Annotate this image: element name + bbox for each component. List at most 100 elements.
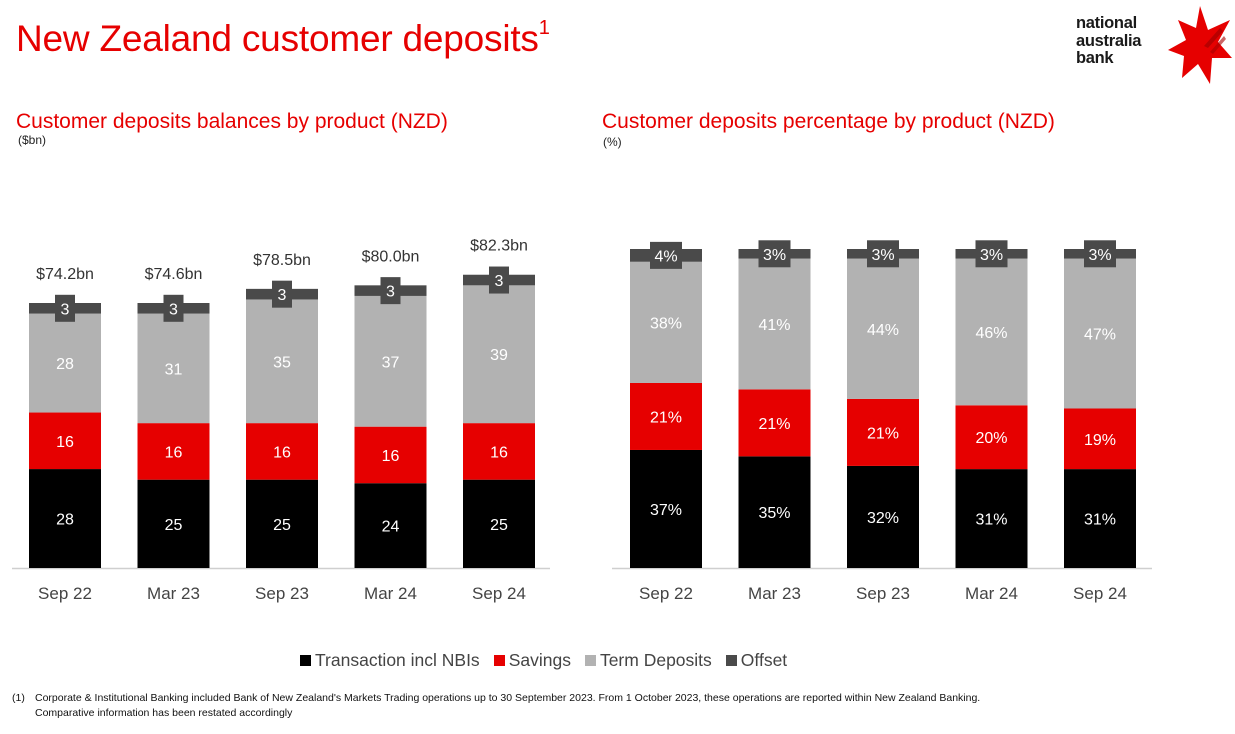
left-chart-title: Customer deposits balances by product (N… — [16, 110, 448, 133]
data-label-offset: 3% — [871, 247, 894, 264]
left-chart-balances: 28 16 28 3 $74.2bn Sep 22 25 16 31 3 $74.6bn Mar 23… — [12, 238, 550, 603]
legend-swatch-term-deposits — [584, 655, 596, 666]
data-label-savings: 21% — [650, 409, 682, 426]
bar-group-mar-23: 35% 21% 41% 3% Mar 23 — [738, 240, 811, 603]
legend-item-transaction: Transaction incl NBIs — [300, 650, 480, 671]
data-label-savings: 20% — [975, 430, 1007, 447]
left-chart-unit: ($bn) — [18, 133, 47, 147]
bar-segment-transaction-incl-nbis — [630, 449, 702, 568]
x-tick-label: Mar 23 — [748, 584, 801, 603]
data-label-transaction-incl-nbis: 35% — [758, 505, 790, 522]
logo-text: national australia bank — [1076, 14, 1142, 68]
legend-swatch-savings — [493, 655, 505, 666]
bar-segment-savings — [354, 426, 427, 484]
x-tick-label: Mar 23 — [147, 584, 200, 603]
data-label-transaction-incl-nbis: 31% — [1084, 512, 1116, 529]
bar-group-sep-24: 25 16 39 3 $82.3bn Sep 24 — [463, 238, 535, 603]
x-tick-label: Sep 24 — [1073, 584, 1127, 603]
data-label-transaction-incl-nbis: 37% — [650, 502, 682, 519]
bar-segment-term-deposits — [354, 295, 427, 427]
data-label-offset: 3 — [61, 301, 70, 318]
x-tick-label: Sep 24 — [472, 584, 526, 603]
data-label-savings: 16 — [273, 444, 291, 461]
x-tick-label: Sep 22 — [639, 584, 693, 603]
bar-group-mar-24: 24 16 37 3 $80.0bn Mar 24 — [354, 248, 427, 603]
legend-label-savings: Savings — [508, 650, 571, 670]
data-label-transaction-incl-nbis: 32% — [867, 510, 899, 527]
bar-segment-term-deposits — [955, 258, 1028, 406]
bar-segment-term-deposits — [29, 313, 101, 413]
bar-group-mar-23: 25 16 31 3 $74.6bn Mar 23 — [137, 266, 210, 603]
title-footnote-marker: 1 — [538, 16, 550, 39]
bar-segment-term-deposits — [1064, 258, 1136, 409]
data-label-savings: 21% — [867, 425, 899, 442]
data-label-term-deposits: 28 — [56, 356, 74, 373]
total-label: $82.3bn — [470, 238, 528, 255]
bar-segment-term-deposits — [137, 313, 210, 424]
data-label-savings: 16 — [490, 444, 508, 461]
offset-label-box — [55, 294, 75, 322]
bar-segment-transaction-incl-nbis — [463, 479, 535, 568]
data-label-offset: 3% — [763, 247, 786, 264]
data-label-term-deposits: 46% — [975, 325, 1007, 342]
right-chart-title: Customer deposits percentage by product … — [602, 110, 1055, 133]
data-label-offset: 3 — [386, 284, 395, 301]
offset-label-box — [867, 240, 899, 268]
data-label-transaction-incl-nbis: 25 — [273, 517, 291, 534]
data-label-savings: 16 — [382, 448, 400, 465]
bar-segment-term-deposits — [463, 285, 535, 424]
data-label-term-deposits: 47% — [1084, 327, 1116, 344]
offset-label-box — [163, 294, 184, 322]
offset-label-box — [975, 240, 1008, 268]
bar-segment-transaction-incl-nbis — [738, 456, 811, 568]
bar-segment-term-deposits — [246, 299, 318, 424]
data-label-term-deposits: 44% — [867, 322, 899, 339]
data-label-transaction-incl-nbis: 24 — [382, 519, 400, 536]
data-label-transaction-incl-nbis: 28 — [56, 512, 74, 529]
bar-segment-savings — [29, 412, 101, 470]
data-label-term-deposits: 35 — [273, 354, 291, 371]
legend: Transaction incl NBIs Savings Term Depos… — [300, 650, 787, 671]
footnote-line-1: Corporate & Institutional Banking includ… — [35, 692, 981, 704]
right-chart-unit: (%) — [603, 135, 622, 149]
bar-segment-savings — [738, 389, 811, 457]
bar-group-sep-23: 25 16 35 3 $78.5bn Sep 23 — [246, 252, 318, 603]
total-label: $74.2bn — [36, 266, 94, 283]
bar-segment-term-deposits — [738, 258, 811, 390]
bar-segment-savings — [1064, 408, 1136, 470]
data-label-offset: 4% — [654, 248, 677, 265]
footnote-marker: (1) — [12, 692, 25, 704]
legend-label-term-deposits: Term Deposits — [599, 650, 712, 670]
footnote-text: Corporate & Institutional Banking includ… — [35, 691, 980, 721]
nab-star-icon — [1168, 6, 1232, 84]
logo-line-australia: australia — [1076, 31, 1142, 50]
x-tick-label: Sep 23 — [255, 584, 309, 603]
bar-segment-transaction-incl-nbis — [1064, 469, 1136, 568]
footnote: (1) Corporate & Institutional Banking in… — [12, 691, 980, 721]
data-label-term-deposits: 39 — [490, 347, 508, 364]
data-label-offset: 3 — [278, 287, 287, 304]
x-tick-label: Sep 22 — [38, 584, 92, 603]
total-label: $74.6bn — [145, 266, 203, 283]
bar-group-sep-23: 32% 21% 44% 3% Sep 23 — [847, 240, 919, 603]
bar-segment-savings — [955, 405, 1028, 470]
data-label-offset: 3% — [980, 247, 1003, 264]
legend-item-offset: Offset — [725, 650, 788, 671]
legend-label-offset: Offset — [740, 650, 788, 670]
legend-item-savings: Savings — [493, 650, 571, 671]
nab-logo: national australia bank — [1076, 6, 1232, 84]
x-tick-label: Mar 24 — [364, 584, 417, 603]
total-label: $80.0bn — [362, 248, 420, 265]
footnote-line-2: Comparative information has been restate… — [35, 707, 293, 719]
offset-label-box — [1084, 240, 1116, 268]
data-label-transaction-incl-nbis: 31% — [975, 512, 1007, 529]
data-label-term-deposits: 37 — [382, 354, 400, 371]
legend-swatch-offset — [725, 655, 737, 666]
bar-segment-savings — [463, 423, 535, 480]
bar-segment-transaction-incl-nbis — [137, 479, 210, 568]
bar-group-mar-24: 31% 20% 46% 3% Mar 24 — [955, 240, 1028, 603]
legend-label-transaction: Transaction incl NBIs — [315, 650, 480, 670]
bar-segment-transaction-incl-nbis — [847, 465, 919, 568]
data-label-term-deposits: 31 — [165, 361, 183, 378]
bar-group-sep-22: 28 16 28 3 $74.2bn Sep 22 — [29, 266, 101, 603]
